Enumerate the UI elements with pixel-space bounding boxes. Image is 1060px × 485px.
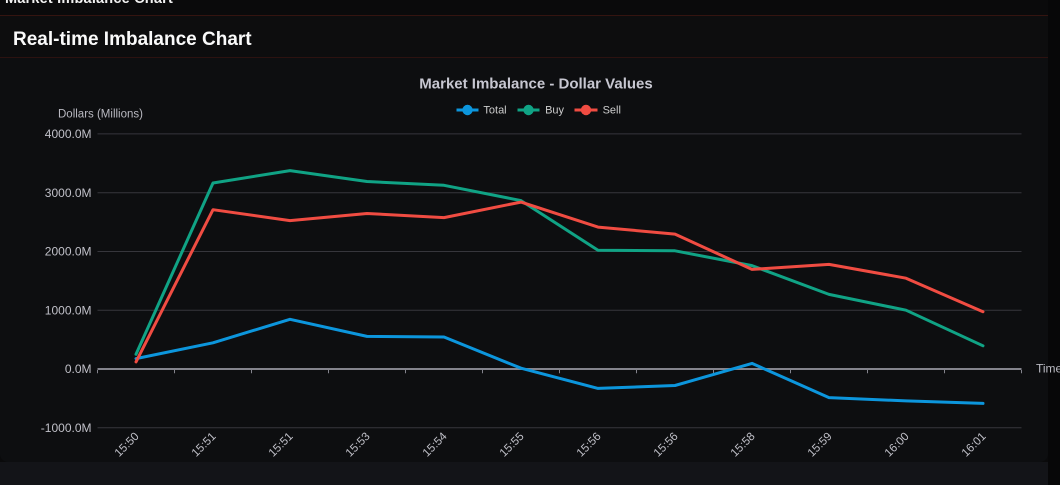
svg-text:1000.0M: 1000.0M: [45, 303, 92, 317]
svg-text:15:51: 15:51: [190, 431, 219, 460]
svg-text:16:00: 16:00: [883, 431, 912, 460]
svg-text:3000.0M: 3000.0M: [45, 186, 92, 200]
svg-text:15:50: 15:50: [113, 431, 142, 460]
svg-text:-1000.0M: -1000.0M: [41, 421, 92, 435]
svg-text:Total: Total: [483, 105, 506, 117]
svg-text:15:53: 15:53: [344, 431, 373, 460]
svg-text:4000.0M: 4000.0M: [45, 127, 92, 141]
svg-text:Time: Time: [1036, 362, 1060, 376]
svg-text:Buy: Buy: [545, 105, 564, 117]
svg-text:0.0M: 0.0M: [65, 362, 92, 376]
svg-text:15:58: 15:58: [729, 431, 758, 460]
svg-text:2000.0M: 2000.0M: [45, 245, 92, 259]
svg-text:15:54: 15:54: [421, 430, 450, 459]
svg-text:Market Imbalance - Dollar Valu: Market Imbalance - Dollar Values: [419, 76, 652, 93]
svg-text:15:55: 15:55: [498, 431, 527, 460]
svg-text:15:56: 15:56: [652, 431, 681, 460]
svg-text:Sell: Sell: [603, 105, 621, 117]
svg-text:16:01: 16:01: [960, 431, 989, 460]
svg-text:15:51: 15:51: [267, 431, 296, 460]
svg-text:15:56: 15:56: [575, 431, 604, 460]
svg-text:15:59: 15:59: [806, 431, 835, 460]
svg-text:Dollars (Millions): Dollars (Millions): [58, 109, 143, 121]
